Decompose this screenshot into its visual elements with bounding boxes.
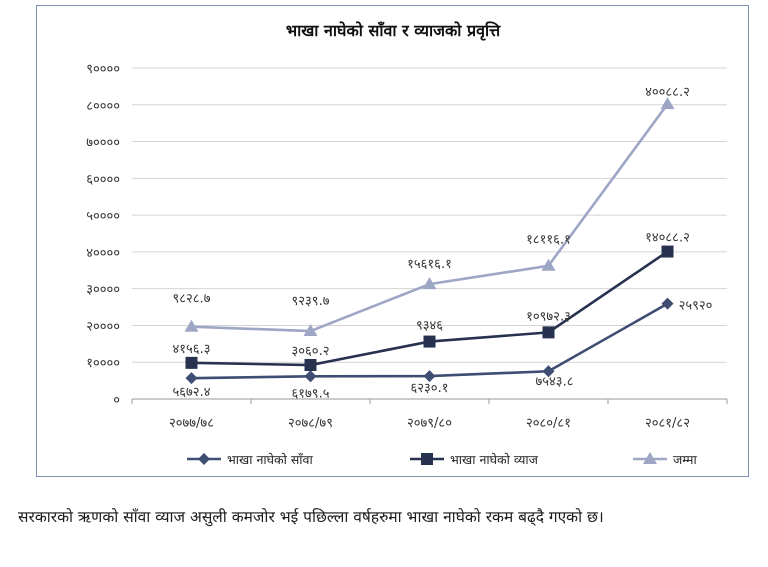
x-tick-label: २०७९/८० <box>407 416 452 431</box>
data-label: १५६१६.१ <box>407 257 452 272</box>
y-tick-label: ३०००० <box>86 283 120 298</box>
series-group: ४१५६.३ ३०६०.२ ९३४६ १०९७२.३ १४०८८.२ <box>173 231 690 372</box>
chart-title: भाखा नाघेको साँवा र व्याजको प्रवृत्ति <box>286 21 501 41</box>
square-marker <box>421 453 433 465</box>
x-tick-label: २०७८/७९ <box>288 416 333 431</box>
data-label: ६२३०.१ <box>411 381 449 396</box>
x-tick-label: २०७७/७८ <box>169 416 214 431</box>
x-tick-label: २०८०/८१ <box>526 416 571 431</box>
square-marker <box>423 335 436 348</box>
data-label: ९२३९.७ <box>292 294 330 309</box>
y-tick-label: ० <box>113 393 120 408</box>
data-label: ९८२८.७ <box>173 292 211 307</box>
data-label: १८११६.१ <box>526 233 571 248</box>
legend-label: जम्मा <box>673 452 697 467</box>
y-tick-label: १०००० <box>86 356 120 371</box>
y-tick-label: ६०००० <box>86 172 120 187</box>
diamond-marker <box>542 365 555 378</box>
data-label: ४१५६.३ <box>173 342 211 357</box>
data-label: १४०८८.२ <box>645 231 690 246</box>
line-chart: भाखा नाघेको साँवा र व्याजको प्रवृत्ति ० १… <box>86 21 728 467</box>
data-label: ६१७९.५ <box>292 386 330 401</box>
series-group: ५६७२.४ ६१७९.५ ६२३०.१ ७५४३.८ २५९२० <box>173 297 713 401</box>
square-marker <box>185 356 198 369</box>
data-label: १०९७२.३ <box>526 309 571 324</box>
series-group: ९८२८.७ ९२३९.७ १५६१६.१ १८११६.१ ४००८८.२ <box>173 85 690 337</box>
triangle-marker <box>643 452 657 464</box>
caption-text: सरकारको ऋणको साँवा व्याज असुली कमजोर भई … <box>18 508 604 526</box>
y-tick-label: ४०००० <box>86 246 120 261</box>
triangle-marker <box>541 258 556 271</box>
y-tick-label: ५०००० <box>86 209 120 224</box>
x-tick-label: २०८१/८२ <box>645 416 690 431</box>
triangle-marker <box>184 319 199 332</box>
data-label: २५९२० <box>679 299 713 314</box>
y-tick-label: ८०००० <box>86 99 120 114</box>
series-line <box>191 103 669 333</box>
chart-frame: भाखा नाघेको साँवा र व्याजको प्रवृत्ति ० १… <box>36 5 749 477</box>
diamond-marker <box>198 453 210 465</box>
legend-label: भाखा नाघेको व्याज <box>450 452 539 467</box>
data-label: ३०६०.२ <box>292 344 330 359</box>
y-tick-label: २०००० <box>86 319 120 334</box>
triangle-marker <box>303 324 318 337</box>
diamond-marker <box>304 370 317 383</box>
square-marker <box>661 245 674 258</box>
triangle-marker <box>660 97 675 110</box>
data-label: ७५४३.८ <box>536 374 574 389</box>
y-tick-label: ९०००० <box>86 62 120 77</box>
data-label: ५६७२.४ <box>173 385 211 400</box>
data-label: ४००८८.२ <box>645 85 690 100</box>
diamond-marker <box>661 297 674 310</box>
square-marker <box>304 359 317 372</box>
square-marker <box>542 326 555 339</box>
diamond-marker <box>423 370 436 383</box>
data-label: ९३४६ <box>416 319 443 334</box>
triangle-marker <box>422 277 437 290</box>
legend-label: भाखा नाघेको साँवा <box>227 452 313 467</box>
diamond-marker <box>185 372 198 385</box>
y-tick-label: ७०००० <box>86 136 120 151</box>
